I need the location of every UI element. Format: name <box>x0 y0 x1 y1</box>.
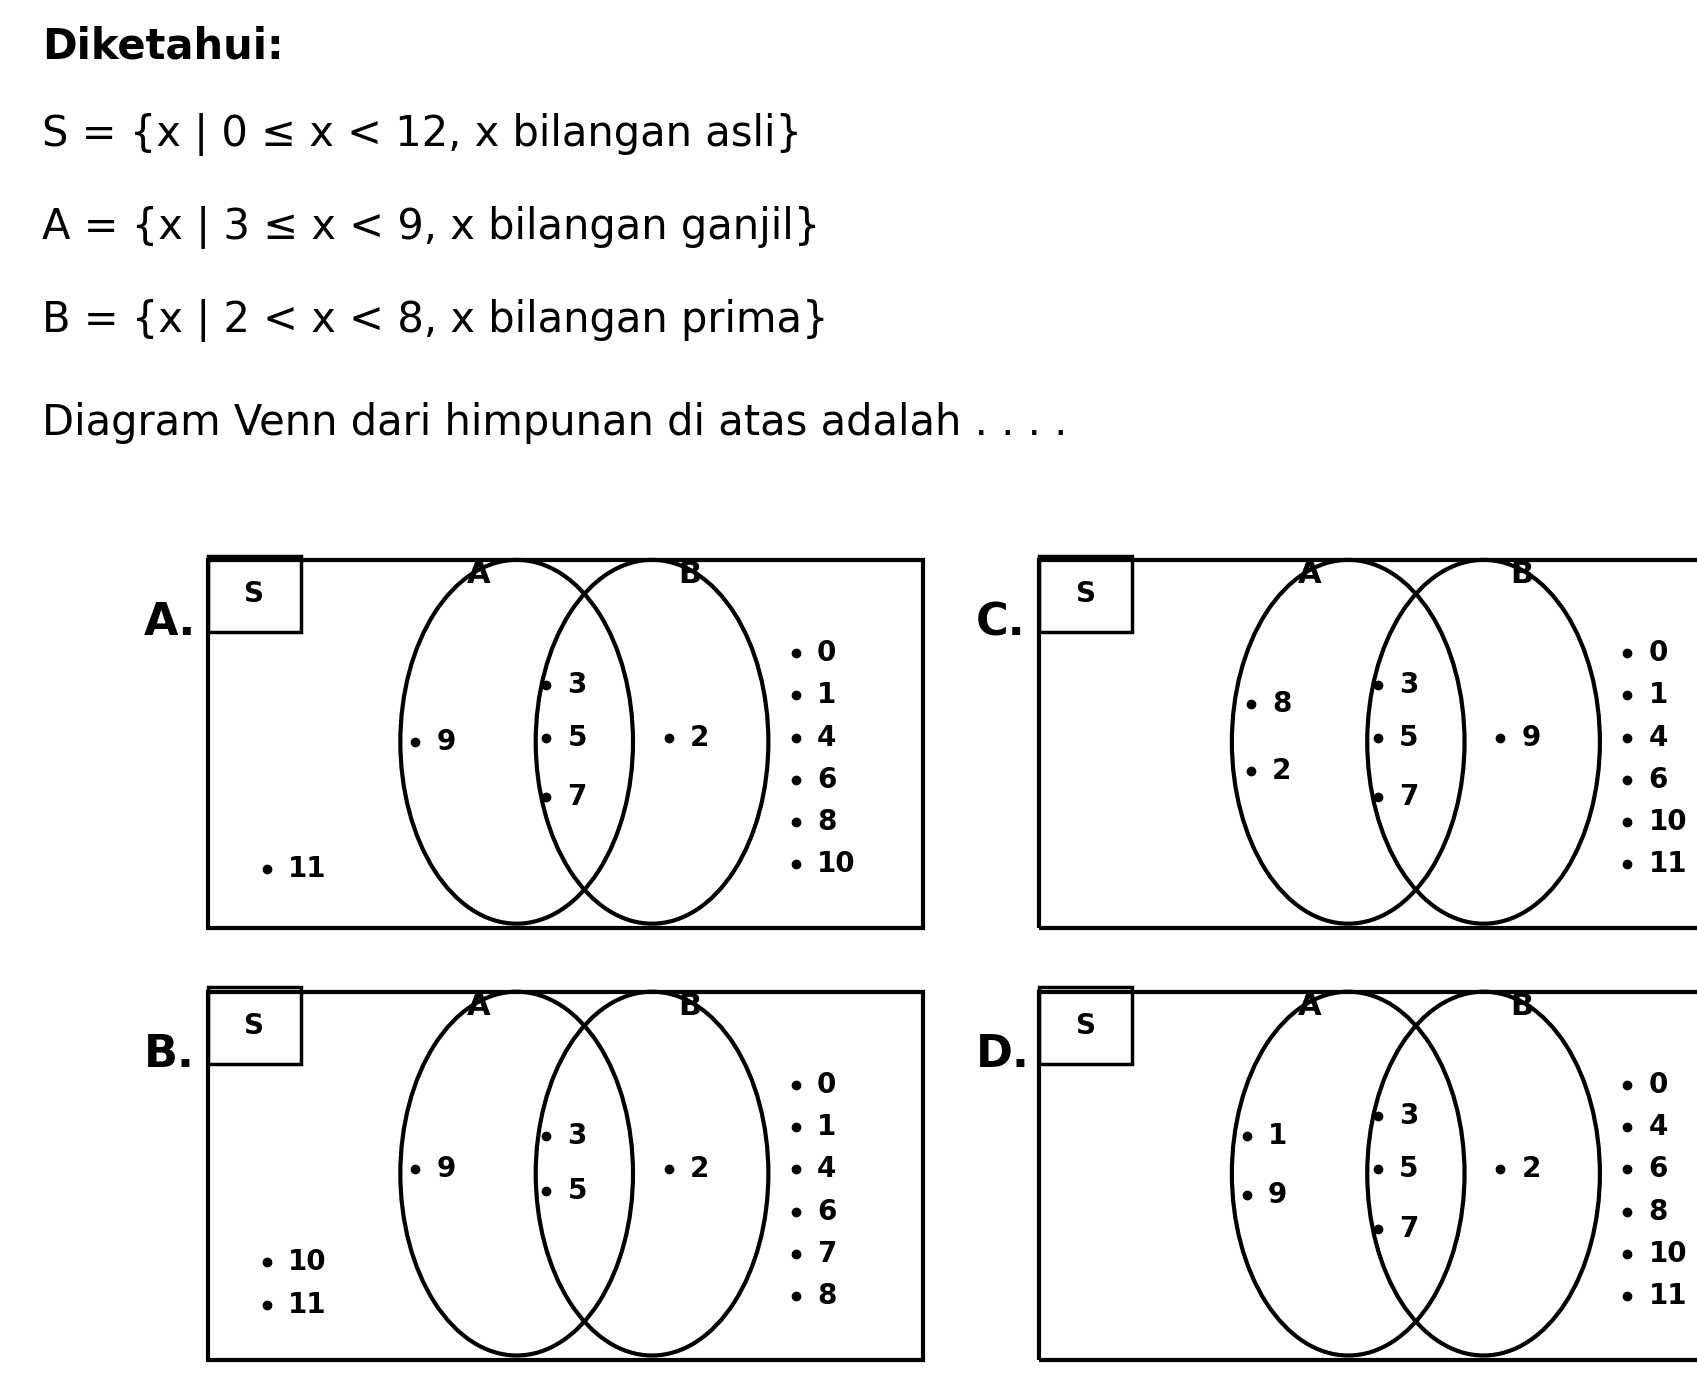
Text: 7: 7 <box>1398 1215 1419 1243</box>
Text: 1: 1 <box>816 1113 837 1141</box>
Text: 10: 10 <box>1648 1240 1687 1268</box>
Text: 10: 10 <box>816 851 855 879</box>
Text: B: B <box>679 992 701 1021</box>
Text: Diagram Venn dari himpunan di atas adalah . . . .: Diagram Venn dari himpunan di atas adala… <box>42 403 1067 444</box>
Text: A: A <box>1298 560 1322 589</box>
Text: A: A <box>1298 992 1322 1021</box>
Text: 4: 4 <box>1648 723 1668 752</box>
Text: 3: 3 <box>567 670 587 699</box>
Text: A: A <box>467 992 490 1021</box>
Text: B.: B. <box>144 1034 195 1075</box>
Text: B = {x | 2 < x < 8, x bilangan prima}: B = {x | 2 < x < 8, x bilangan prima} <box>42 299 828 341</box>
Bar <box>207 556 300 632</box>
Text: 11: 11 <box>288 1291 328 1319</box>
Text: 6: 6 <box>816 1198 837 1226</box>
Text: 9: 9 <box>436 727 455 756</box>
Text: 0: 0 <box>1648 1071 1668 1099</box>
Text: 9: 9 <box>436 1155 455 1184</box>
Text: B: B <box>679 560 701 589</box>
Text: 0: 0 <box>816 1071 837 1099</box>
Text: S: S <box>244 1011 265 1039</box>
Bar <box>1039 988 1132 1064</box>
Text: 4: 4 <box>816 1155 837 1184</box>
Text: 2: 2 <box>691 1155 709 1184</box>
Text: 4: 4 <box>816 723 837 752</box>
Text: 9: 9 <box>1522 723 1541 752</box>
Text: 11: 11 <box>1648 851 1687 879</box>
Text: 5: 5 <box>1398 1155 1419 1184</box>
Text: S: S <box>244 579 265 607</box>
Text: 11: 11 <box>1648 1283 1687 1311</box>
Text: 2: 2 <box>1522 1155 1541 1184</box>
Text: 8: 8 <box>816 1283 837 1311</box>
Text: 7: 7 <box>1398 783 1419 811</box>
Text: 5: 5 <box>567 723 587 752</box>
Bar <box>1039 556 1132 632</box>
Text: 8: 8 <box>816 808 837 836</box>
Text: 6: 6 <box>816 766 837 794</box>
Text: S: S <box>1076 579 1096 607</box>
Text: 1: 1 <box>816 681 837 709</box>
Text: B: B <box>1510 560 1532 589</box>
Text: 10: 10 <box>1648 808 1687 836</box>
Text: 8: 8 <box>1273 690 1291 717</box>
Text: 5: 5 <box>567 1177 587 1205</box>
Text: 2: 2 <box>691 723 709 752</box>
Text: Diketahui:: Diketahui: <box>42 26 283 68</box>
Text: C.: C. <box>976 602 1025 644</box>
Text: 8: 8 <box>1648 1198 1668 1226</box>
Text: 3: 3 <box>1398 670 1419 699</box>
Text: 10: 10 <box>288 1248 328 1276</box>
Text: A = {x | 3 ≤ x < 9, x bilangan ganjil}: A = {x | 3 ≤ x < 9, x bilangan ganjil} <box>42 206 821 249</box>
Text: 1: 1 <box>1268 1121 1286 1149</box>
Text: S: S <box>1076 1011 1096 1039</box>
Text: S = {x | 0 ≤ x < 12, x bilangan asli}: S = {x | 0 ≤ x < 12, x bilangan asli} <box>42 113 803 156</box>
Text: A.: A. <box>144 602 197 644</box>
Text: 7: 7 <box>816 1240 837 1268</box>
Text: 3: 3 <box>1398 1102 1419 1131</box>
Text: B: B <box>1510 992 1532 1021</box>
Text: D.: D. <box>976 1034 1030 1075</box>
Text: 6: 6 <box>1648 766 1668 794</box>
Text: 11: 11 <box>288 855 328 883</box>
Text: 1: 1 <box>1648 681 1668 709</box>
Text: 9: 9 <box>1268 1181 1286 1209</box>
Text: 0: 0 <box>816 639 837 667</box>
Text: 3: 3 <box>567 1121 587 1149</box>
Text: 6: 6 <box>1648 1155 1668 1184</box>
Bar <box>207 988 300 1064</box>
Text: 4: 4 <box>1648 1113 1668 1141</box>
Text: A: A <box>467 560 490 589</box>
Text: 5: 5 <box>1398 723 1419 752</box>
Text: 7: 7 <box>567 783 587 811</box>
Text: 0: 0 <box>1648 639 1668 667</box>
Text: 2: 2 <box>1273 758 1291 786</box>
